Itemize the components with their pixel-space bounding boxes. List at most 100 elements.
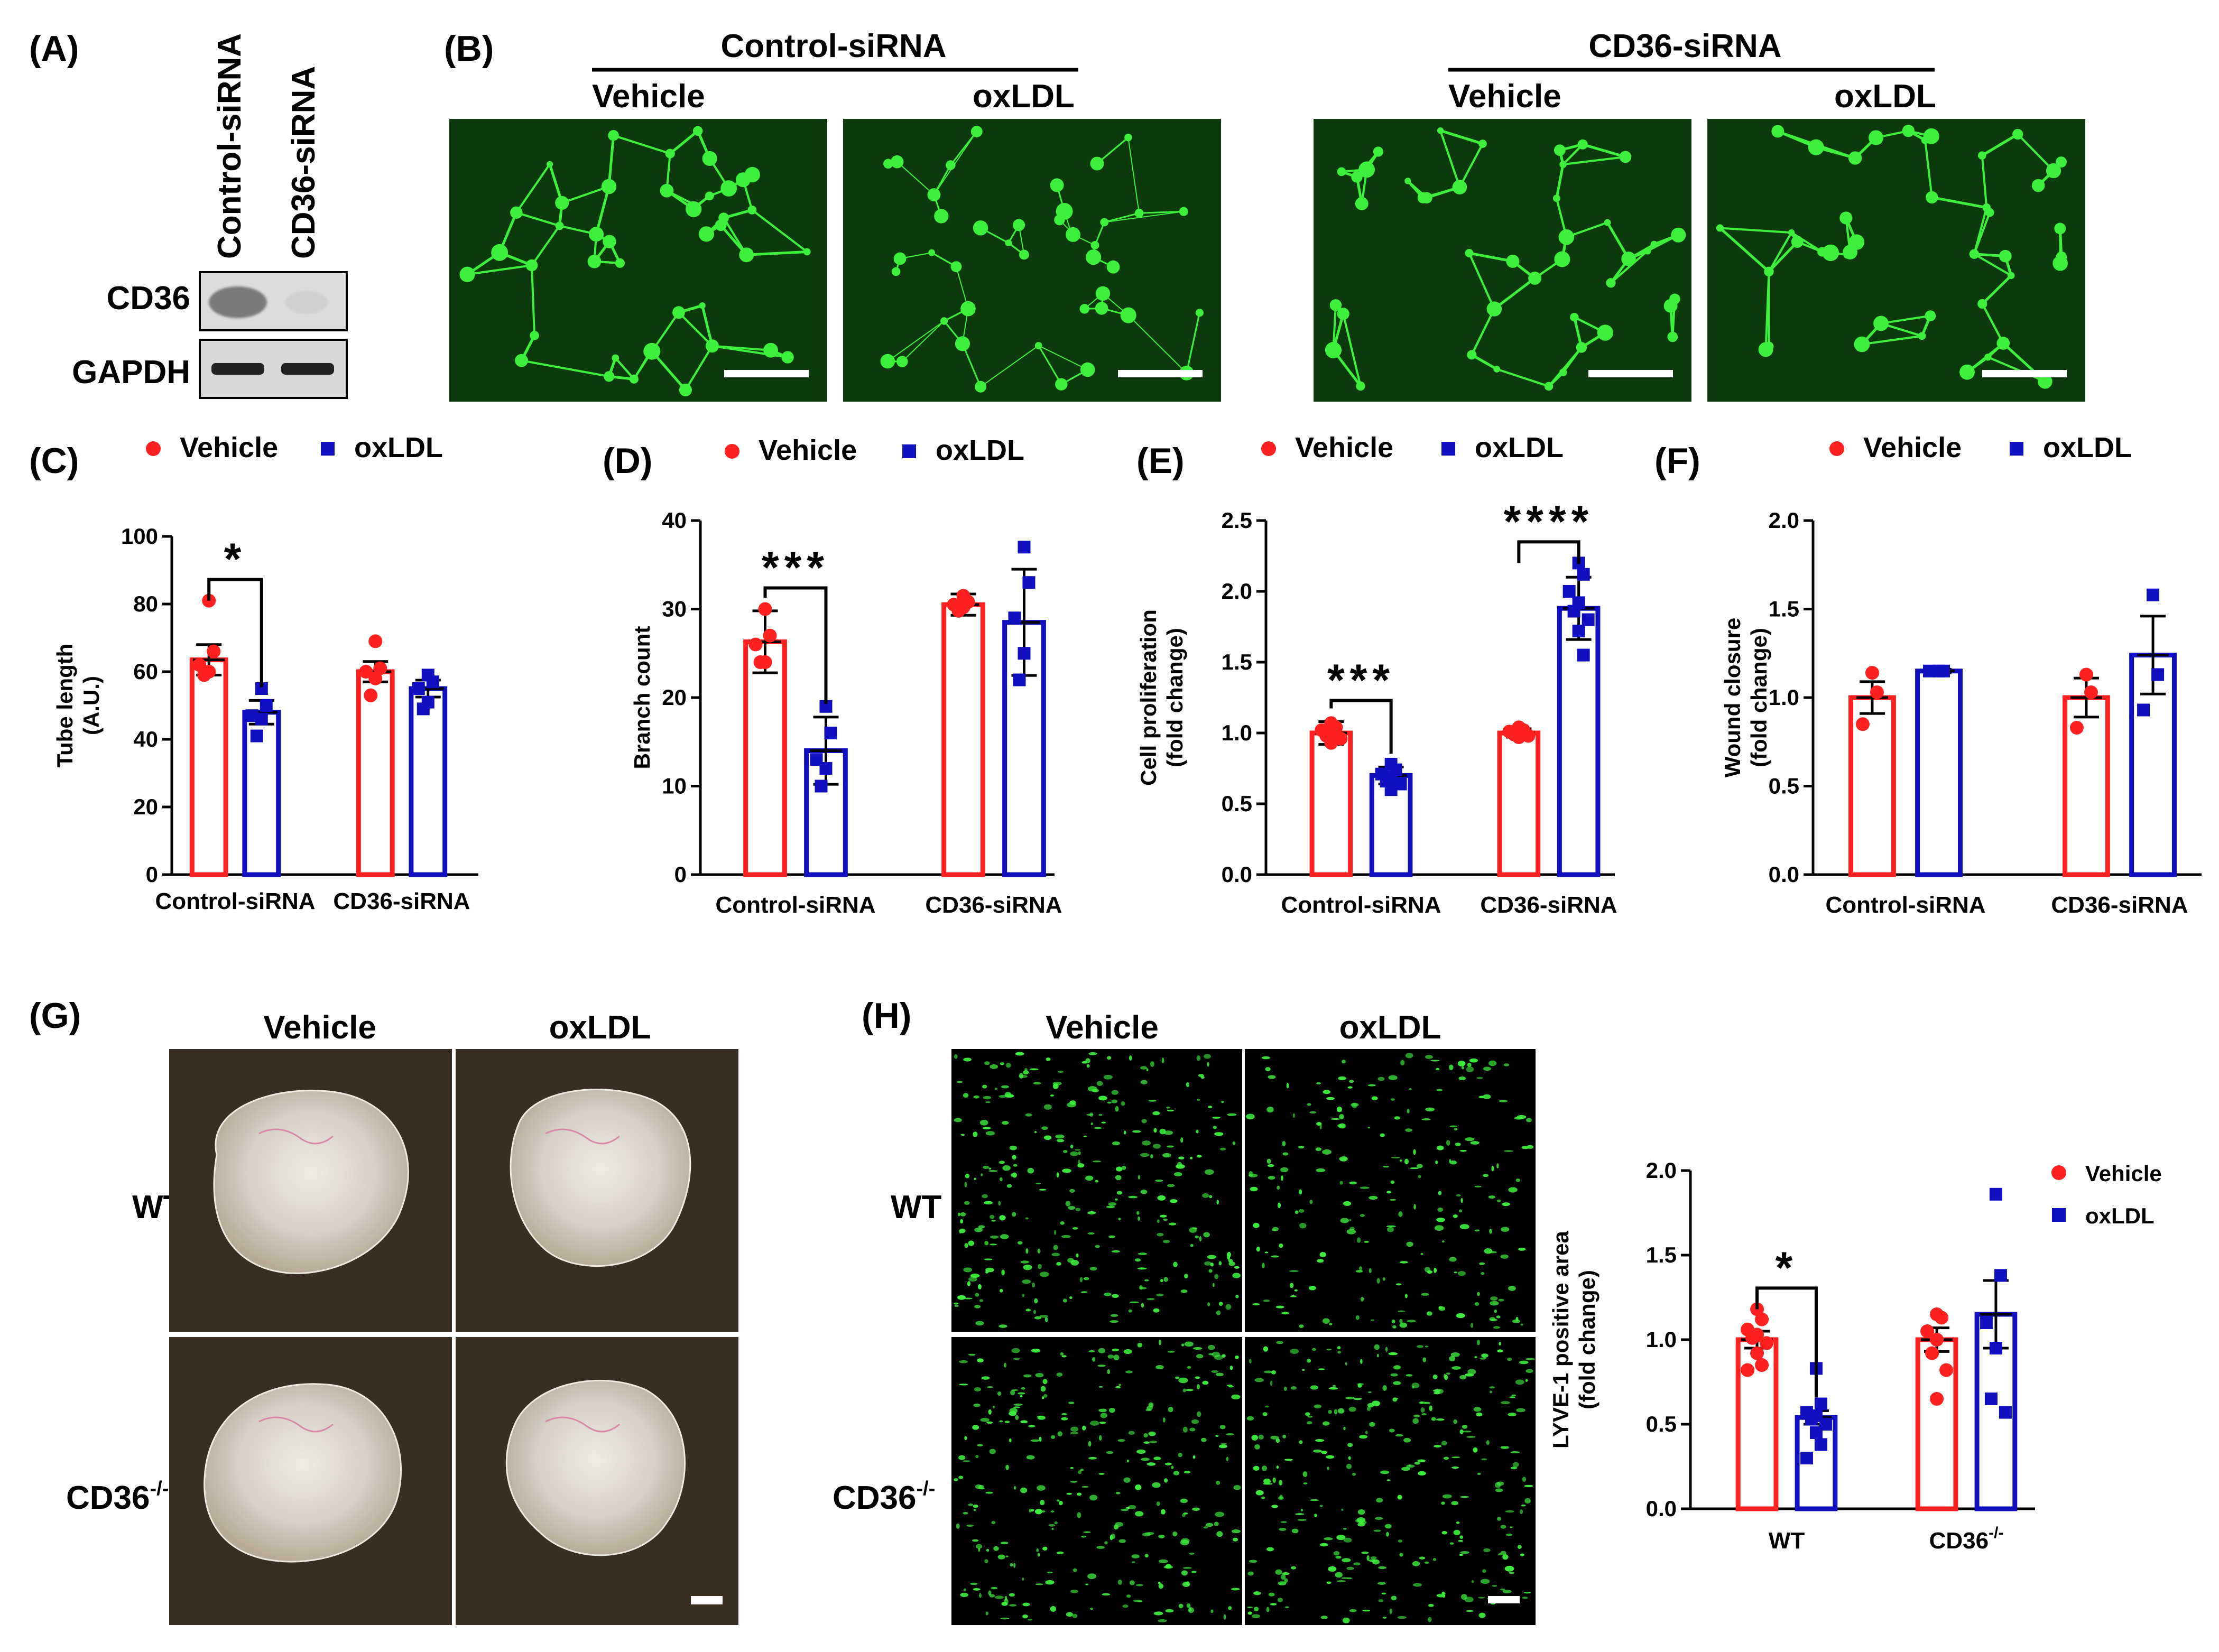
data-point xyxy=(1855,717,1870,731)
data-point xyxy=(250,729,263,743)
legend-marker-1 xyxy=(321,442,335,456)
data-point xyxy=(1923,664,1936,677)
scale-bar xyxy=(724,370,809,377)
y-axis-label: LYVE-1 positive area(fold change) xyxy=(1548,1231,1599,1449)
legend-label-1: oxLDL xyxy=(2043,432,2132,463)
tissue-sample xyxy=(204,1383,402,1563)
panel-g-label: (G) xyxy=(29,996,81,1036)
y-tick-label: 0 xyxy=(674,862,687,887)
chart-e: (E) Vehicle oxLDL 0.0 0.5 1.0 1.5 2.0 2.5 Cell pr… xyxy=(1136,432,1617,918)
data-point xyxy=(1920,1324,1935,1338)
data-point xyxy=(359,665,373,679)
chart-panel-label: (D) xyxy=(603,441,652,481)
scale-bar xyxy=(1118,370,1203,377)
cond-label-g1: Vehicle xyxy=(263,1009,376,1046)
lyve1-speckles xyxy=(1246,1340,1536,1623)
y-axis-label: Wound closure(fold change) xyxy=(1720,618,1771,778)
y-tick-label: 2.5 xyxy=(1222,508,1252,533)
data-point xyxy=(1760,1336,1774,1350)
data-point xyxy=(1939,1363,1954,1377)
x-tick-label: CD36-siRNA xyxy=(333,888,470,914)
panel-a: (A) Control-siRNA CD36-siRNA CD36 GAPDH xyxy=(29,29,348,399)
significance-label: * xyxy=(1776,1242,1798,1292)
data-point xyxy=(1018,647,1031,660)
y-tick-label: 0 xyxy=(146,862,158,887)
chart-c: (C) Vehicle oxLDL 0 20 40 60 80 100 Tube length(A… xyxy=(29,432,478,914)
data-point xyxy=(1755,1358,1769,1372)
lyve1-speckles xyxy=(1245,1053,1534,1329)
y-tick-label: 0.5 xyxy=(1646,1412,1677,1436)
lane-label-cd36: CD36-siRNA xyxy=(285,66,322,259)
cond-label-b2: oxLDL xyxy=(973,78,1075,115)
data-point xyxy=(1562,585,1576,598)
data-point xyxy=(417,702,430,716)
legend-marker-1 xyxy=(2052,1208,2066,1222)
band-cd36-knockdown xyxy=(285,291,328,314)
data-point xyxy=(2084,685,2098,699)
data-point xyxy=(260,699,273,712)
micrograph-b-4 xyxy=(1707,119,2085,402)
micrograph-h-3 xyxy=(951,1337,1242,1625)
cond-label-b4: oxLDL xyxy=(1834,78,1936,115)
x-tick-label: CD36-siRNA xyxy=(1480,892,1617,918)
tissue-sample xyxy=(213,1090,409,1274)
data-point xyxy=(412,682,425,695)
lane-label-control: Control-siRNA xyxy=(211,33,248,259)
y-tick-label: 30 xyxy=(662,597,687,621)
micrograph-b-1 xyxy=(449,119,827,402)
data-point xyxy=(1577,568,1590,581)
chart-f: (F) Vehicle oxLDL 0.0 0.5 1.0 1.5 2.0 Wound clos… xyxy=(1654,432,2202,918)
bar-vehicle-0 xyxy=(743,639,787,877)
data-point xyxy=(1572,625,1585,638)
significance-bracket xyxy=(1517,540,1580,564)
legend-label-1: oxLDL xyxy=(1475,432,1564,463)
y-tick-label: 0.0 xyxy=(1769,862,1799,887)
data-point xyxy=(819,762,833,775)
data-point xyxy=(1814,1397,1827,1410)
scale-bar xyxy=(1588,370,1673,377)
vessel-trace xyxy=(258,1416,334,1433)
bar-vehicle-1 xyxy=(1497,730,1541,877)
data-point xyxy=(824,727,837,739)
x-tick-label: Control-siRNA xyxy=(1281,892,1441,918)
data-point xyxy=(1935,1311,1949,1325)
data-point xyxy=(815,779,828,793)
legend: Vehicle oxLDL xyxy=(725,434,1024,466)
data-point xyxy=(207,644,221,658)
y-axis-label: Branch count xyxy=(630,626,654,769)
data-point xyxy=(1384,783,1398,796)
legend-label-0: Vehicle xyxy=(759,434,857,466)
data-point xyxy=(1994,1269,2007,1282)
panel-b-label: (B) xyxy=(444,29,494,69)
data-point xyxy=(1984,1393,1998,1405)
cond-label-h2: oxLDL xyxy=(1339,1009,1441,1046)
group-label-control: Control-siRNA xyxy=(720,28,946,64)
chart-d: (D) Vehicle oxLDL 0 10 20 30 40 Branch count Cont… xyxy=(603,434,1062,918)
micrograph-h-4 xyxy=(1245,1337,1536,1625)
band-gapdh-cd36 xyxy=(281,363,334,375)
band-gapdh-control xyxy=(211,363,264,375)
data-point xyxy=(1013,673,1026,686)
data-point xyxy=(1809,1426,1823,1439)
data-point xyxy=(2147,588,2160,601)
data-point xyxy=(1567,605,1580,618)
y-tick-label: 1.0 xyxy=(1222,720,1252,745)
data-point xyxy=(1008,611,1021,625)
cell-clusters xyxy=(1716,124,2068,389)
vessel-trace xyxy=(258,1128,334,1145)
legend-marker-0 xyxy=(146,441,161,456)
legend-marker-0 xyxy=(1829,441,1844,456)
y-tick-label: 1.0 xyxy=(1769,685,1799,710)
significance-bracket xyxy=(207,578,263,688)
panel-b: (B) Control-siRNA CD36-siRNA Vehicle oxL… xyxy=(444,28,2085,402)
group-label-cd36: CD36-siRNA xyxy=(1588,28,1781,64)
legend-label-0: Vehicle xyxy=(1295,432,1393,463)
row-label-h-wt: WT xyxy=(891,1189,942,1226)
data-point xyxy=(1989,1342,2002,1354)
data-point xyxy=(2137,703,2150,717)
row-label-g-cd36: CD36-/- xyxy=(66,1478,169,1516)
significance-label: * xyxy=(224,534,247,584)
data-point xyxy=(1930,1392,1944,1406)
significance-bracket xyxy=(763,586,828,704)
